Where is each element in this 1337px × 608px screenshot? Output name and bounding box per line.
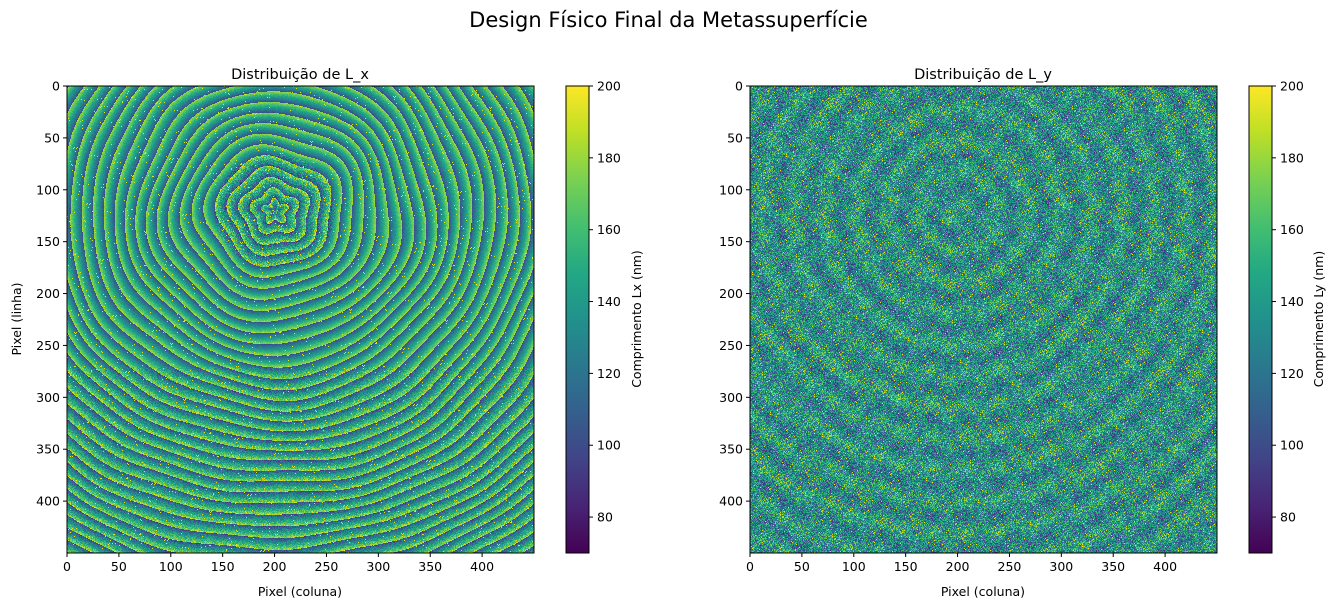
heatmap-image-ly <box>750 86 1217 553</box>
y-axis-lx: 0 50 100 150 200 250 300 350 400 <box>36 79 67 509</box>
colorbar-tick-label: 160 <box>1280 222 1304 237</box>
x-tick-label: 50 <box>794 559 810 574</box>
colorbar-ticks-lx: 80 100 120 140 160 180 200 <box>589 79 621 525</box>
y-tick-label: 150 <box>36 234 60 249</box>
y-tick-label: 300 <box>36 390 60 405</box>
x-tick-label: 50 <box>111 559 127 574</box>
heatmap-panel-ly: Distribuição de L_y 0 50 100 150 200 250 300 35… <box>719 67 1326 599</box>
colorbar-tick-label: 120 <box>597 366 621 381</box>
y-axis-ly: 0 50 100 150 200 250 300 350 400 <box>719 79 750 509</box>
heatmap-panel-lx: Distribuição de L_x 0 50 100 150 200 250 300 35… <box>9 67 644 599</box>
figure-title: Design Físico Final da Metassuperfície <box>469 8 868 32</box>
x-axis-ly: 0 50 100 150 200 250 300 350 400 <box>746 553 1177 574</box>
y-tick-label: 150 <box>719 234 743 249</box>
x-tick-label: 250 <box>315 559 339 574</box>
y-tick-label: 0 <box>735 79 743 94</box>
x-tick-label: 200 <box>946 559 970 574</box>
panel-title-lx: Distribuição de L_x <box>231 67 369 83</box>
y-tick-label: 250 <box>719 338 743 353</box>
colorbar-tick-label: 80 <box>597 510 613 525</box>
panel-title-ly: Distribuição de L_y <box>914 67 1052 83</box>
x-tick-label: 350 <box>418 559 442 574</box>
colorbar-tick-label: 160 <box>597 222 621 237</box>
colorbar-label-ly: Comprimento Ly (nm) <box>1311 251 1326 387</box>
x-tick-label: 100 <box>159 559 183 574</box>
x-tick-label: 0 <box>63 559 71 574</box>
colorbar-tick-label: 80 <box>1280 510 1296 525</box>
colorbar-tick-label: 100 <box>1280 438 1304 453</box>
y-tick-label: 100 <box>719 182 743 197</box>
colorbar-lx <box>565 85 590 554</box>
y-tick-label: 200 <box>719 286 743 301</box>
x-tick-label: 400 <box>470 559 494 574</box>
x-tick-label: 300 <box>366 559 390 574</box>
y-tick-label: 50 <box>727 130 743 145</box>
x-tick-label: 0 <box>746 559 754 574</box>
colorbar-ly <box>1248 85 1273 554</box>
y-tick-label: 350 <box>719 442 743 457</box>
colorbar-tick-label: 120 <box>1280 366 1304 381</box>
y-tick-label: 50 <box>44 130 60 145</box>
colorbar-ticks-ly: 80 100 120 140 160 180 200 <box>1272 79 1304 525</box>
plot-frame-ly <box>749 85 1218 554</box>
x-tick-label: 400 <box>1153 559 1177 574</box>
y-tick-label: 300 <box>719 390 743 405</box>
y-tick-label: 200 <box>36 286 60 301</box>
x-tick-label: 250 <box>998 559 1022 574</box>
colorbar-label-lx: Comprimento Lx (nm) <box>629 250 644 388</box>
x-tick-label: 150 <box>211 559 235 574</box>
colorbar-tick-label: 140 <box>1280 294 1304 309</box>
plot-frame-lx <box>66 85 535 554</box>
heatmap-image-lx <box>67 86 534 553</box>
colorbar-tick-label: 140 <box>597 294 621 309</box>
x-tick-label: 300 <box>1049 559 1073 574</box>
colorbar-tick-label: 200 <box>597 79 621 94</box>
y-tick-label: 0 <box>52 79 60 94</box>
x-axis-label-ly: Pixel (coluna) <box>941 584 1025 599</box>
x-tick-label: 200 <box>263 559 287 574</box>
x-tick-label: 150 <box>894 559 918 574</box>
y-tick-label: 250 <box>36 338 60 353</box>
colorbar-tick-label: 200 <box>1280 79 1304 94</box>
colorbar-tick-label: 180 <box>597 150 621 165</box>
y-tick-label: 400 <box>719 494 743 509</box>
x-axis-label-lx: Pixel (coluna) <box>258 584 342 599</box>
x-axis-lx: 0 50 100 150 200 250 300 350 400 <box>63 553 494 574</box>
x-tick-label: 100 <box>842 559 866 574</box>
y-tick-label: 350 <box>36 442 60 457</box>
y-axis-label-lx: Pixel (linha) <box>9 282 24 355</box>
y-tick-label: 100 <box>36 182 60 197</box>
colorbar-tick-label: 100 <box>597 438 621 453</box>
colorbar-tick-label: 180 <box>1280 150 1304 165</box>
y-tick-label: 400 <box>36 494 60 509</box>
x-tick-label: 350 <box>1101 559 1125 574</box>
